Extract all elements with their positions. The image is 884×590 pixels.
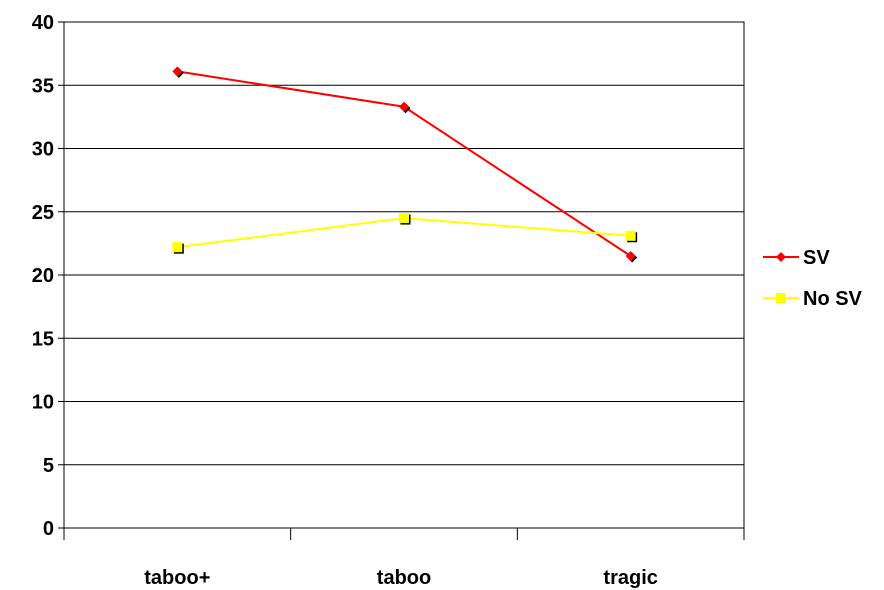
legend-item: SV xyxy=(763,247,830,269)
y-tick-label: 30 xyxy=(32,139,54,161)
legend-label: No SV xyxy=(803,288,863,310)
x-axis: taboo+ taboo tragic xyxy=(63,528,745,589)
y-tick-label: 0 xyxy=(43,518,54,540)
series-line xyxy=(177,70,632,257)
x-category-label: taboo+ xyxy=(144,567,210,589)
y-axis-ticks: 0 5 10 15 20 25 30 35 40 xyxy=(32,12,64,540)
legend-marker xyxy=(776,293,786,303)
data-point xyxy=(172,66,183,77)
data-point xyxy=(399,213,409,224)
legend-item: No SV xyxy=(763,288,863,310)
legend-marker xyxy=(776,252,786,262)
y-tick-label: 20 xyxy=(32,265,54,287)
series-lines xyxy=(172,66,638,263)
x-category-label: tragic xyxy=(603,567,657,589)
y-tick-label: 15 xyxy=(32,328,54,350)
y-tick-label: 10 xyxy=(32,392,54,414)
data-point xyxy=(172,242,183,253)
series-no-sv xyxy=(172,213,638,254)
legend-label: SV xyxy=(803,247,830,269)
y-tick-label: 35 xyxy=(32,75,54,97)
y-tick-label: 5 xyxy=(43,455,54,477)
data-point xyxy=(625,251,636,262)
data-point xyxy=(399,101,409,112)
y-tick-label: 40 xyxy=(32,12,54,34)
series-sv xyxy=(172,66,638,263)
gridlines xyxy=(64,84,744,466)
y-tick-label: 25 xyxy=(32,202,54,224)
legend: SV No SV xyxy=(763,247,863,310)
data-point xyxy=(625,230,636,241)
x-category-label: taboo xyxy=(377,567,431,589)
